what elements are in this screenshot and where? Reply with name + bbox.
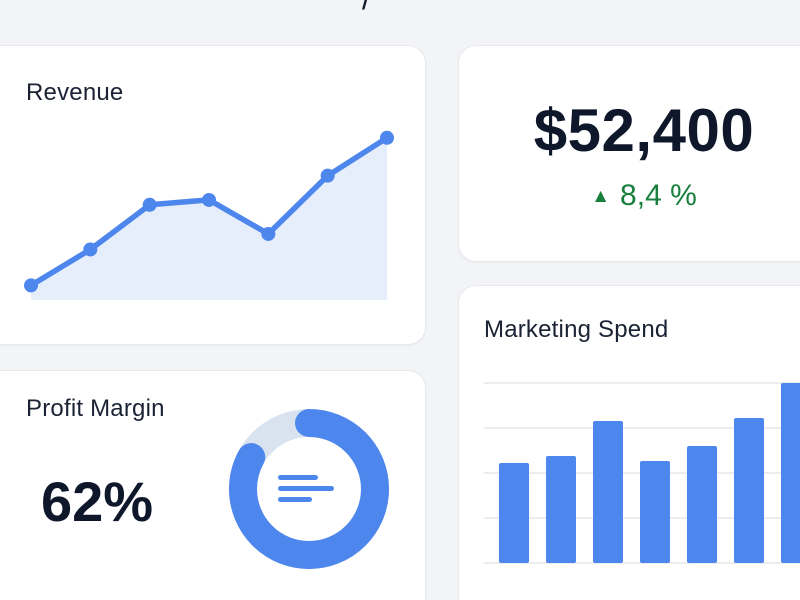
kpi-delta-value: 8,4 %: [620, 179, 697, 212]
profit-margin-card: Profit Margin 62%: [0, 370, 426, 600]
kpi-value: $52,400: [533, 97, 755, 164]
revenue-card: Revenue: [0, 45, 426, 345]
profit-margin-value: 62%: [41, 470, 154, 533]
kpi-delta: ▲ 8,4 %: [591, 179, 697, 213]
trend-up-icon: ▲: [591, 185, 611, 207]
marketing-card-title: Marketing Spend: [484, 316, 669, 343]
profit-card-title: Profit Margin: [26, 395, 165, 422]
marketing-spend-card: Marketing Spend: [458, 285, 800, 600]
total-value-card: $52,400 ▲ 8,4 %: [458, 45, 800, 262]
page-title-fragment: /: [362, 0, 371, 17]
marketing-bar-chart: [484, 382, 800, 564]
revenue-card-title: Revenue: [26, 79, 124, 106]
revenue-line-chart: [24, 130, 394, 300]
profit-donut-chart: [229, 409, 389, 569]
